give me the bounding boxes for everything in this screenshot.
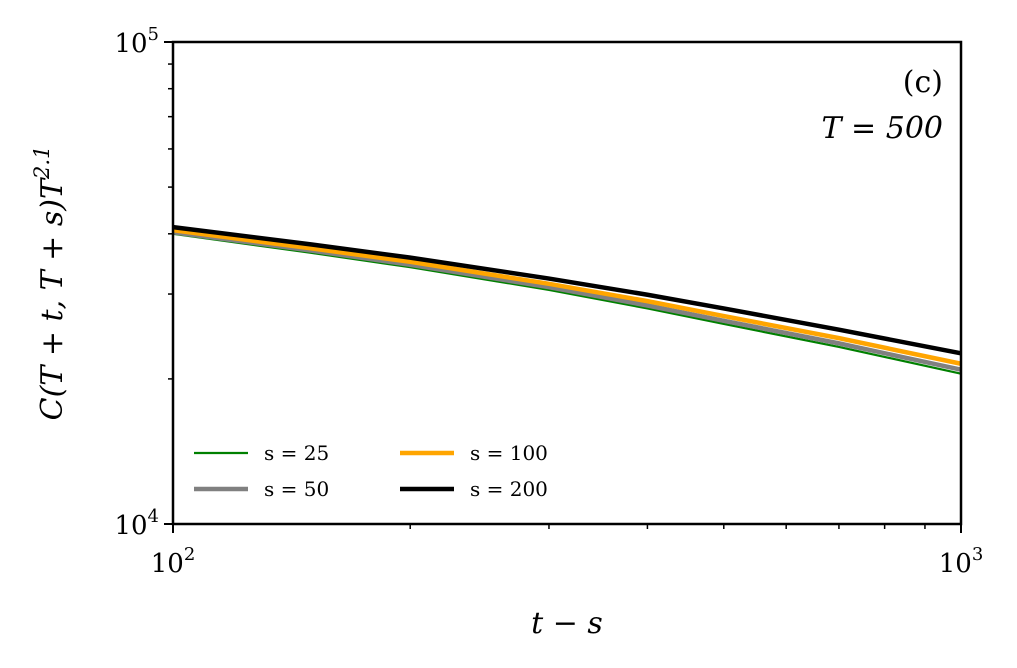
panel-label: (c) <box>903 65 943 100</box>
legend-entry-label: s = 200 <box>470 477 548 501</box>
parameter-annotation: T = 500 <box>822 111 943 146</box>
series-line-3 <box>172 227 962 366</box>
legend-entry-label: s = 50 <box>264 477 329 501</box>
x-tick-label: 102 <box>151 544 196 579</box>
y-tick-label: 104 <box>114 506 159 541</box>
legend: s = 25 s = 50 s = 100 s = 200 <box>194 441 548 501</box>
ticks-layer <box>164 41 962 533</box>
x-axis-label: t − s <box>531 606 603 641</box>
x-tick-label: 103 <box>939 544 984 579</box>
series-line-1 <box>172 232 962 375</box>
series-line-4 <box>172 224 962 356</box>
legend-entry-label: s = 100 <box>470 441 548 465</box>
y-axis-label: C(T + t, T + s)T2.1 <box>30 146 70 421</box>
legend-entry-label: s = 25 <box>264 441 329 465</box>
axes-frame <box>171 40 963 526</box>
tick-labels: 102 103 104 105 <box>114 24 983 579</box>
series-layer <box>172 224 962 375</box>
y-tick-label: 105 <box>114 24 159 59</box>
series-line-2 <box>172 230 962 372</box>
